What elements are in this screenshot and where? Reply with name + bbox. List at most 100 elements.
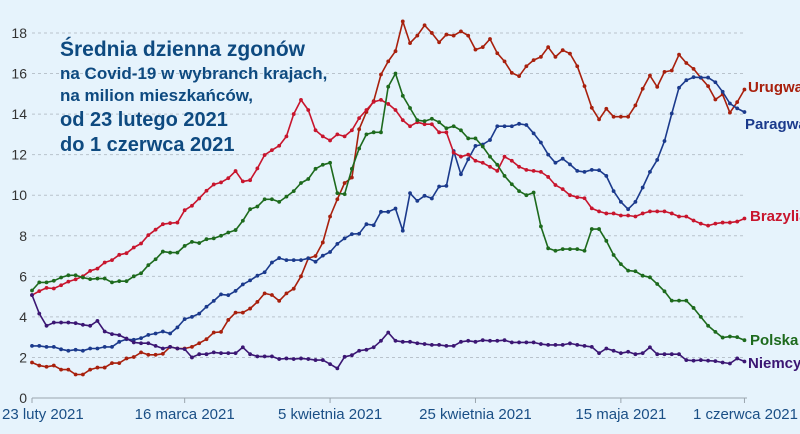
data-point-niemcy xyxy=(466,338,471,343)
data-point-niemcy xyxy=(95,319,100,323)
data-point-polska xyxy=(502,174,507,178)
data-point-brazylia xyxy=(684,214,689,219)
title-line-1: Średnia dzienna zgonów xyxy=(60,37,306,61)
data-point-urugwaj xyxy=(684,61,689,65)
data-point-niemcy xyxy=(51,320,56,325)
data-point-polska xyxy=(589,227,594,231)
data-point-paragwaj xyxy=(262,270,267,275)
data-point-polska xyxy=(364,132,369,137)
data-point-brazylia xyxy=(531,168,536,173)
data-point-brazylia xyxy=(720,220,725,225)
title-line-2: na Covid-19 w wybranch krajach, xyxy=(60,64,327,83)
data-point-paragwaj xyxy=(509,124,514,129)
data-point-paragwaj xyxy=(517,121,521,126)
data-point-urugwaj xyxy=(146,352,151,357)
data-point-urugwaj xyxy=(560,48,565,53)
data-point-brazylia xyxy=(262,153,267,157)
data-point-urugwaj xyxy=(102,365,107,370)
data-point-brazylia xyxy=(582,196,587,201)
data-point-paragwaj xyxy=(248,278,253,283)
data-point-urugwaj xyxy=(524,64,529,69)
data-point-niemcy xyxy=(342,354,347,359)
y-tick-label: 14 xyxy=(11,106,27,122)
data-point-polska xyxy=(684,298,689,303)
data-point-niemcy xyxy=(291,357,296,361)
data-point-niemcy xyxy=(204,352,209,357)
data-point-paragwaj xyxy=(190,314,194,319)
data-point-niemcy xyxy=(691,358,696,363)
data-point-brazylia xyxy=(37,289,42,294)
data-point-paragwaj xyxy=(568,162,572,167)
data-point-urugwaj xyxy=(655,85,660,89)
data-point-polska xyxy=(386,84,391,89)
data-point-niemcy xyxy=(175,346,180,351)
data-point-niemcy xyxy=(488,338,492,343)
data-point-paragwaj xyxy=(131,337,136,342)
data-point-polska xyxy=(517,189,521,194)
data-point-polska xyxy=(546,246,551,251)
data-point-urugwaj xyxy=(444,32,449,37)
data-point-polska xyxy=(473,136,478,141)
data-point-polska xyxy=(73,273,78,278)
data-point-paragwaj xyxy=(357,231,362,236)
data-point-paragwaj xyxy=(95,346,100,351)
data-point-urugwaj xyxy=(742,87,747,92)
data-point-niemcy xyxy=(386,330,391,335)
chart-title: Średnia dzienna zgonów na Covid-19 w wyb… xyxy=(60,37,327,156)
data-point-paragwaj xyxy=(255,273,260,278)
data-point-brazylia xyxy=(95,266,100,271)
data-point-brazylia xyxy=(611,211,616,216)
data-point-niemcy xyxy=(59,320,63,325)
data-point-polska xyxy=(197,241,202,245)
data-point-paragwaj xyxy=(539,140,543,145)
data-point-brazylia xyxy=(400,118,405,123)
data-point-paragwaj xyxy=(59,347,63,352)
data-point-urugwaj xyxy=(204,337,209,342)
data-point-brazylia xyxy=(160,222,165,227)
data-point-polska xyxy=(30,288,34,293)
gridlines xyxy=(32,32,745,358)
data-point-niemcy xyxy=(248,352,253,357)
data-point-niemcy xyxy=(131,340,136,345)
data-point-urugwaj xyxy=(37,363,42,368)
data-point-urugwaj xyxy=(662,69,667,74)
data-point-brazylia xyxy=(422,122,427,127)
data-point-brazylia xyxy=(408,124,412,129)
data-point-polska xyxy=(735,335,740,340)
data-point-niemcy xyxy=(160,346,165,351)
data-point-brazylia xyxy=(553,183,558,187)
data-point-brazylia xyxy=(248,178,253,183)
data-point-polska xyxy=(270,197,274,202)
data-point-paragwaj xyxy=(618,199,623,204)
data-point-polska xyxy=(713,329,718,334)
data-point-urugwaj xyxy=(117,361,122,366)
data-point-paragwaj xyxy=(219,292,223,297)
data-point-paragwaj xyxy=(30,343,34,348)
data-point-niemcy xyxy=(669,352,674,357)
y-tick-label: 18 xyxy=(11,25,27,41)
data-point-urugwaj xyxy=(451,33,456,38)
data-point-polska xyxy=(371,130,376,135)
data-point-polska xyxy=(655,282,660,286)
data-point-urugwaj xyxy=(110,361,114,366)
data-point-urugwaj xyxy=(248,306,253,311)
data-point-polska xyxy=(509,182,514,187)
data-point-paragwaj xyxy=(240,282,245,287)
data-point-niemcy xyxy=(517,340,521,345)
data-point-brazylia xyxy=(451,150,456,155)
data-point-brazylia xyxy=(539,169,543,174)
data-point-niemcy xyxy=(306,357,311,361)
data-point-urugwaj xyxy=(240,310,245,315)
data-point-urugwaj xyxy=(611,114,616,119)
data-point-urugwaj xyxy=(124,356,129,361)
data-point-urugwaj xyxy=(539,54,543,59)
data-point-niemcy xyxy=(640,351,645,356)
data-point-brazylia xyxy=(139,241,143,246)
data-point-niemcy xyxy=(415,341,420,346)
data-point-niemcy xyxy=(270,354,274,359)
data-point-urugwaj xyxy=(713,97,718,102)
data-point-paragwaj xyxy=(633,199,638,204)
data-point-polska xyxy=(669,298,674,303)
data-point-niemcy xyxy=(277,357,282,361)
data-point-brazylia xyxy=(473,158,478,163)
